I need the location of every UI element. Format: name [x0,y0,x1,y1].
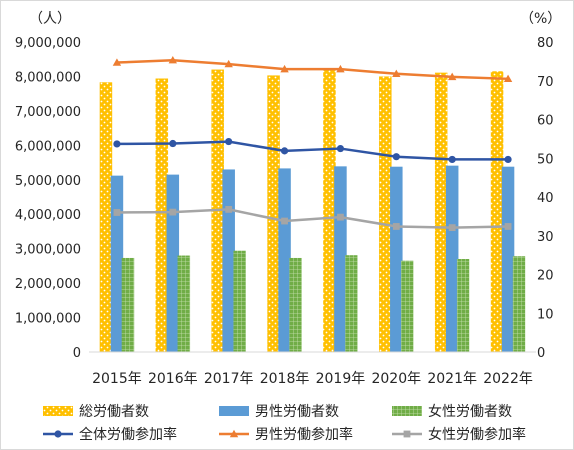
x-tick-label: 2020年 [371,371,421,387]
line-1-point-7 [448,155,456,164]
left-tick-label: 1,000,000 [15,312,81,327]
bar-1-1 [99,82,113,353]
right-tick-label: 30 [537,230,554,245]
right-tick-label: 10 [537,307,554,322]
legend-label: 男性労働参加率 [255,426,353,443]
right-tick-label: 20 [537,269,554,284]
left-axis: 0 1,000,000 2,000,000 3,000,000 4,000,000 5,0… [15,36,81,361]
x-tick-label: 2017年 [204,371,254,387]
line-2-point-3 [224,59,233,68]
bar-2-5 [334,166,347,352]
legend-label: 男性労働者数 [255,404,339,420]
line-3-point-8 [504,223,512,230]
legend-label: 全体労働参加率 [79,426,177,443]
line-1-point-8 [504,155,512,164]
left-tick-label: 7,000,000 [15,105,81,120]
bar-3-1 [121,257,135,352]
line-3-point-7 [448,224,456,232]
bar-3-6 [401,260,414,352]
line-3-point-2 [169,208,177,216]
bar-1-7 [434,72,448,353]
bar-3-4 [289,257,302,352]
bar-1-4 [267,75,280,353]
line-2-point-7 [447,72,457,81]
right-tick-label: 70 [537,75,554,90]
bar-2-4 [278,168,291,352]
bar-3-7 [456,259,470,352]
x-tick-label: 2016年 [148,371,198,387]
left-tick-label: 4,000,000 [15,208,81,223]
left-tick-label: 6,000,000 [15,139,81,154]
right-tick-label: 80 [537,36,554,51]
bar-3-3 [233,250,246,352]
line-1-point-3 [225,137,233,146]
line-2-point-4 [280,64,289,73]
bar-2-6 [390,166,403,352]
right-tick-label: 50 [537,152,554,167]
line-3-point-5 [337,213,344,221]
line-3-point-3 [225,206,233,213]
line-2-point-1 [112,58,122,66]
x-tick-label: 2021年 [427,371,477,387]
legend-marker-2 [229,429,239,438]
left-tick-label: 0 [73,346,81,361]
bar-series-group [99,69,526,353]
bar-1-8 [490,71,504,353]
legend-label: 女性労働参加率 [428,426,526,443]
right-tick-label: 60 [537,114,554,129]
legend-marker-1 [54,430,62,438]
legend-swatch-bar-1 [43,406,73,416]
x-axis: 2015年 2016年 2017年 2018年 2019年 2020年 2021年 2022年 [92,371,533,387]
x-tick-label: 2018年 [260,371,310,387]
line-2-point-2 [168,56,178,64]
line-3-point-4 [281,217,288,225]
line-1-point-1 [113,140,121,148]
legend-label: 総労働者数 [79,404,149,420]
left-tick-label: 8,000,000 [15,70,81,85]
bar-2-3 [222,169,235,352]
line-2-point-8 [503,74,513,83]
bar-1-6 [379,76,392,352]
line-series-1 [116,140,509,161]
line-series-group [112,56,513,232]
line-1-point-2 [169,139,177,148]
bar-3-8 [512,256,526,352]
left-tick-label: 2,000,000 [15,277,81,292]
bar-1-5 [323,69,336,353]
left-tick-label: 5,000,000 [15,174,81,189]
left-tick-label: 3,000,000 [15,243,81,258]
left-tick-label: 9,000,000 [15,36,81,51]
line-2-point-5 [336,64,345,73]
x-tick-label: 2022年 [483,371,533,387]
line-series-3 [116,208,509,229]
line-1-point-6 [392,153,400,161]
bar-2-2 [166,174,180,352]
right-tick-label: 40 [537,191,554,206]
line-3-point-1 [113,209,121,216]
legend-swatch-bar-3 [392,406,422,416]
bar-1-2 [155,78,169,352]
line-2-point-6 [392,69,401,77]
bar-3-2 [177,255,191,352]
line-series-2 [116,58,509,81]
line-3-point-6 [392,223,400,230]
legend-marker-3 [403,430,411,438]
line-1-point-5 [336,144,345,153]
x-tick-label: 2019年 [316,371,366,387]
legend-label: 女性労働者数 [428,403,512,420]
legend-swatch-bar-2 [219,406,249,416]
line-1-point-4 [280,147,289,155]
bar-3-5 [345,255,358,352]
right-axis: 0 10 20 30 40 50 60 70 80 [537,36,554,361]
left-axis-unit: （人） [29,11,71,27]
right-tick-label: 0 [537,346,545,361]
bar-2-8 [501,166,515,352]
bar-2-7 [445,165,459,352]
right-axis-unit: （%） [520,11,561,27]
bar-2-1 [110,175,124,352]
x-tick-label: 2015年 [92,371,142,387]
